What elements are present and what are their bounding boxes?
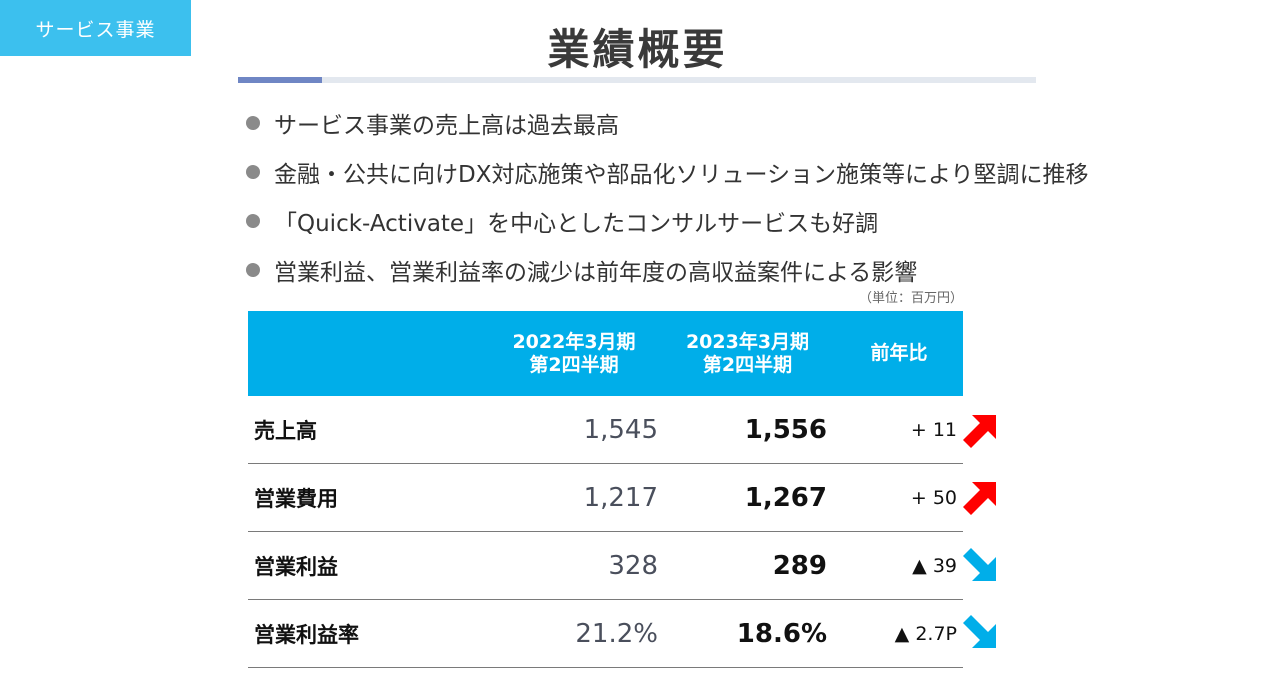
bullet-item: サービス事業の売上高は過去最高 [246, 98, 1089, 147]
bullet-dot-icon [246, 115, 260, 130]
row-cur-value: 1,267 [660, 463, 835, 532]
row-yoy-value: ▲ 39 [835, 531, 963, 600]
table-row: 営業利益 328 289 ▲ 39 [248, 531, 963, 600]
row-prev-value: 328 [488, 531, 660, 600]
bullet-text: 「Quick-Activate」を中心としたコンサルサービスも好調 [274, 210, 879, 237]
row-cur-value: 1,556 [660, 396, 835, 464]
results-table: 2022年3月期 第2四半期 2023年3月期 第2四半期 前年比 売上高 1,… [248, 311, 963, 668]
header-yoy: 前年比 [835, 311, 963, 396]
bullet-list: サービス事業の売上高は過去最高 金融・公共に向けDX対応施策や部品化ソリューショ… [246, 98, 1089, 294]
header-prev-line1: 2022年3月期 [512, 330, 636, 353]
arrow-up-right-icon [963, 482, 996, 515]
bullet-text: サービス事業の売上高は過去最高 [274, 112, 619, 139]
arrow-shape [963, 415, 996, 448]
table-row: 営業費用 1,217 1,267 + 50 [248, 463, 963, 532]
row-label: 営業利益率 [248, 599, 488, 668]
row-cur-value: 289 [660, 531, 835, 600]
table-row: 売上高 1,545 1,556 + 11 [248, 396, 963, 464]
bullet-item: 金融・公共に向けDX対応施策や部品化ソリューション施策等により堅調に推移 [246, 147, 1089, 196]
section-tag: サービス事業 [0, 0, 191, 56]
bullet-text: 営業利益、営業利益率の減少は前年度の高収益案件による影響 [274, 259, 918, 286]
arrow-down-right-icon [963, 615, 996, 648]
row-yoy-value: + 50 [835, 463, 963, 532]
row-label: 営業費用 [248, 463, 488, 532]
arrow-up-right-icon [963, 415, 996, 448]
row-yoy-value: ▲ 2.7P [835, 599, 963, 668]
bullet-dot-icon [246, 164, 260, 179]
unit-note: （単位：百万円） [858, 291, 963, 306]
bullet-dot-icon [246, 213, 260, 228]
title-underline [238, 77, 1036, 83]
bullet-text: 金融・公共に向けDX対応施策や部品化ソリューション施策等により堅調に推移 [274, 161, 1089, 188]
page-title: 業績概要 [547, 25, 728, 74]
header-cur-line2: 第2四半期 [702, 353, 793, 376]
header-prev-period: 2022年3月期 第2四半期 [488, 311, 660, 396]
header-cur-period: 2023年3月期 第2四半期 [660, 311, 835, 396]
row-yoy-value: + 11 [835, 396, 963, 464]
row-label: 売上高 [248, 396, 488, 464]
row-prev-value: 21.2% [488, 599, 660, 668]
header-label [248, 311, 488, 396]
row-cur-value: 18.6% [660, 599, 835, 668]
title-underline-accent [238, 77, 322, 83]
arrow-down-right-icon [963, 548, 996, 581]
header-cur-line1: 2023年3月期 [685, 330, 810, 353]
row-prev-value: 1,217 [488, 463, 660, 532]
arrow-shape [963, 482, 996, 515]
bullet-item: 営業利益、営業利益率の減少は前年度の高収益案件による影響 [246, 245, 1089, 294]
table-header-row: 2022年3月期 第2四半期 2023年3月期 第2四半期 前年比 [248, 311, 963, 396]
row-label: 営業利益 [248, 531, 488, 600]
arrow-shape [963, 615, 996, 648]
header-prev-line2: 第2四半期 [529, 353, 619, 376]
table-row: 営業利益率 21.2% 18.6% ▲ 2.7P [248, 599, 963, 668]
bullet-item: 「Quick-Activate」を中心としたコンサルサービスも好調 [246, 196, 1089, 245]
row-prev-value: 1,545 [488, 396, 660, 464]
bullet-dot-icon [246, 262, 260, 277]
arrow-shape [963, 548, 996, 581]
